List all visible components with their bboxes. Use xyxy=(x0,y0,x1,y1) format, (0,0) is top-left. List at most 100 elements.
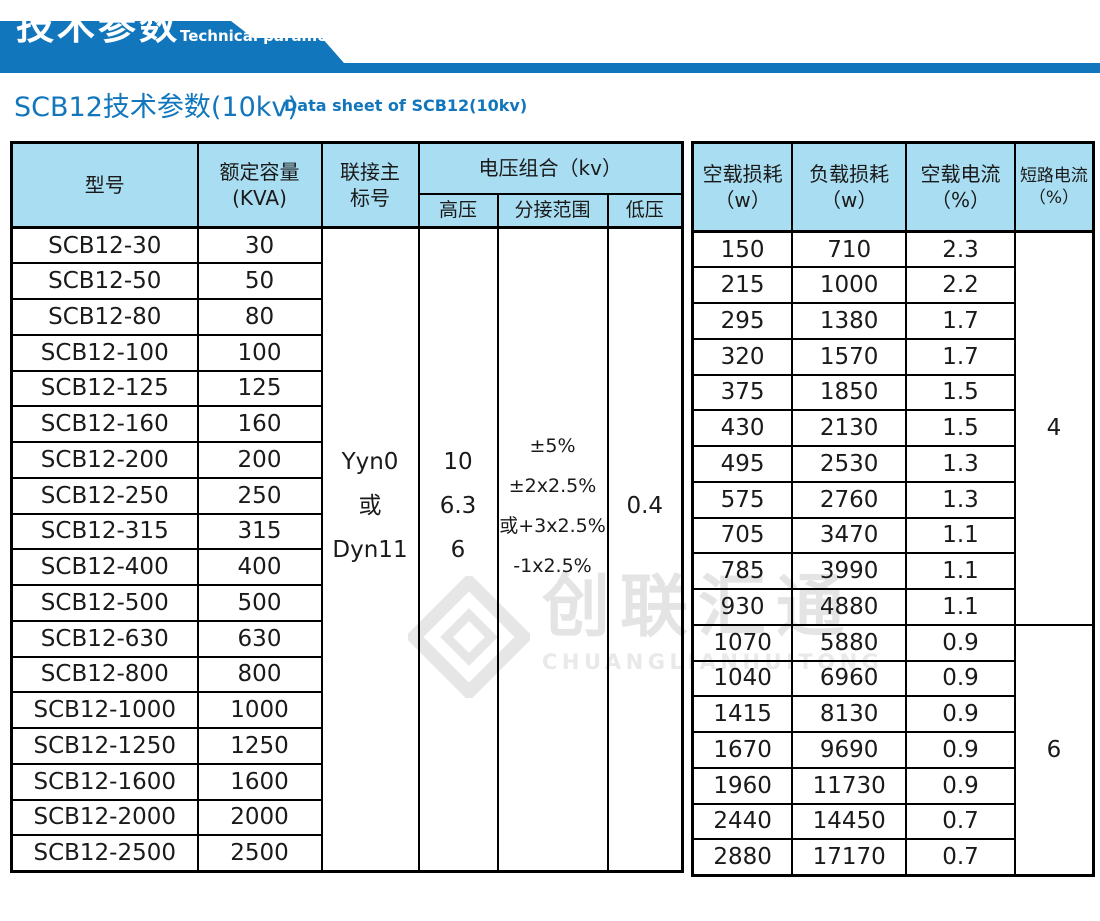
spec-table-right: 空载损耗 （w） 负载损耗 （w） 空载电流 （%） 短路电流 （%） xyxy=(691,141,1095,877)
connection-line: Dyn11 xyxy=(332,537,408,564)
cell-kva: 1000 xyxy=(196,691,323,729)
no-load-loss-header-line1: 空载损耗 xyxy=(702,162,783,186)
cell-model: SCB12-125 xyxy=(10,369,199,408)
cell-kva: 125 xyxy=(196,369,323,408)
table-row: SCB12-80 80 xyxy=(10,298,683,336)
table-row: 1670 9690 0.9 xyxy=(691,731,1094,769)
cell-kva: 1600 xyxy=(196,762,323,801)
short-circuit-header-line1: 短路电流 xyxy=(1019,165,1088,186)
cell-model: SCB12-315 xyxy=(10,512,199,551)
table-row: SCB12-200 200 xyxy=(10,441,683,479)
cell-load-loss: 1000 xyxy=(791,266,908,304)
cell-kva: 250 xyxy=(196,476,323,515)
cell-short-circuit-group1: 4 xyxy=(1013,230,1095,626)
cell-kva: 30 xyxy=(196,226,323,265)
cell-no-load-current: 2.2 xyxy=(905,266,1016,304)
banner-title-cn: 技术参数 xyxy=(16,4,181,48)
cell-kva: 1250 xyxy=(196,727,323,765)
cell-no-load-current: 1.7 xyxy=(905,337,1016,376)
hv-line: 6.3 xyxy=(439,493,477,520)
cell-no-load-loss: 1040 xyxy=(691,659,794,698)
cell-load-loss: 2530 xyxy=(791,445,908,483)
cell-no-load-current: 1.3 xyxy=(905,480,1016,519)
cell-no-load-loss: 705 xyxy=(691,516,794,555)
table-row: 930 4880 1.1 xyxy=(691,588,1094,626)
table-row: 1415 8130 0.9 xyxy=(691,695,1094,733)
cell-kva: 200 xyxy=(196,441,323,479)
cell-kva: 315 xyxy=(196,512,323,551)
cell-no-load-current: 0.9 xyxy=(905,695,1016,733)
tap-line: 或+3x2.5% xyxy=(499,515,606,538)
cell-no-load-current: 1.5 xyxy=(905,409,1016,447)
cell-load-loss: 710 xyxy=(791,230,908,269)
cell-no-load-current: 0.9 xyxy=(905,766,1016,805)
cell-no-load-loss: 930 xyxy=(691,588,794,626)
table-row: SCB12-630 630 xyxy=(10,619,683,658)
table-row: 2440 14450 0.7 xyxy=(691,802,1094,841)
table-row: 785 3990 1.1 xyxy=(691,552,1094,590)
table-row: 295 1380 1.7 xyxy=(691,302,1094,340)
table-row: 1070 5880 0.9 6 xyxy=(691,623,1095,877)
cell-load-loss: 2760 xyxy=(791,480,908,519)
table-row: SCB12-315 315 xyxy=(10,512,683,551)
cell-no-load-loss: 1415 xyxy=(691,695,794,733)
column-header-hv: 高压 xyxy=(417,192,499,229)
cell-kva: 800 xyxy=(196,655,323,694)
cell-connection-merged: Yyn0 或 Dyn11 xyxy=(320,226,420,872)
spec-tables: 型号 额定容量 (KVA) 联接主 标号 电压组合（kv） 高压 分接范围 低压… xyxy=(10,141,1095,877)
cell-model: SCB12-30 xyxy=(10,226,199,265)
cell-no-load-loss: 1960 xyxy=(691,766,794,805)
table-row: 1040 6960 0.9 xyxy=(691,659,1094,698)
cell-kva: 630 xyxy=(196,619,323,658)
cell-no-load-current: 1.1 xyxy=(905,552,1016,590)
table-row: 495 2530 1.3 xyxy=(691,445,1094,483)
banner-title-en: Technical parameter xyxy=(180,27,353,45)
cell-load-loss: 3990 xyxy=(791,552,908,590)
table-row: SCB12-500 500 xyxy=(10,584,683,622)
cell-no-load-current: 0.9 xyxy=(905,623,1016,662)
cell-no-load-loss: 2440 xyxy=(691,802,794,841)
cell-short-circuit-group2: 6 xyxy=(1013,623,1095,877)
table-row: SCB12-100 100 xyxy=(10,333,683,372)
column-header-short-circuit: 短路电流 （%） xyxy=(1013,141,1095,233)
table-row: SCB12-50 50 xyxy=(10,262,683,300)
cell-kva: 2500 xyxy=(196,834,323,872)
cell-model: SCB12-1000 xyxy=(10,691,199,729)
cell-kva: 160 xyxy=(196,405,323,443)
no-load-current-header-line2: （%） xyxy=(930,188,990,212)
cell-no-load-current: 1.3 xyxy=(905,445,1016,483)
cell-no-load-loss: 150 xyxy=(691,230,794,269)
cell-model: SCB12-250 xyxy=(10,476,199,515)
connection-header-line2: 标号 xyxy=(350,186,390,210)
cell-kva: 80 xyxy=(196,298,323,336)
cell-load-loss: 11730 xyxy=(791,766,908,805)
cell-no-load-loss: 785 xyxy=(691,552,794,590)
cell-model: SCB12-800 xyxy=(10,655,199,694)
cell-model: SCB12-630 xyxy=(10,619,199,658)
cell-kva: 50 xyxy=(196,262,323,300)
no-load-current-header-line1: 空载电流 xyxy=(920,162,1001,186)
table-row: 150 710 2.3 4 xyxy=(691,230,1095,626)
cell-tap-range-merged: ±5% ±2x2.5% 或+3x2.5% -1x2.5% xyxy=(496,226,609,872)
cell-load-loss: 4880 xyxy=(791,588,908,626)
cell-no-load-loss: 215 xyxy=(691,266,794,304)
cell-model: SCB12-2500 xyxy=(10,834,199,872)
cell-no-load-loss: 430 xyxy=(691,409,794,447)
table-row: SCB12-1600 1600 xyxy=(10,762,683,801)
cell-no-load-current: 1.1 xyxy=(905,588,1016,626)
cell-load-loss: 1850 xyxy=(791,373,908,412)
cell-model: SCB12-400 xyxy=(10,548,199,586)
cell-load-loss: 3470 xyxy=(791,516,908,555)
cell-no-load-loss: 375 xyxy=(691,373,794,412)
cell-load-loss: 6960 xyxy=(791,659,908,698)
table-row: 2880 17170 0.7 xyxy=(691,838,1094,876)
cell-load-loss: 5880 xyxy=(791,623,908,662)
tap-line: ±2x2.5% xyxy=(508,475,597,498)
cell-model: SCB12-200 xyxy=(10,441,199,479)
cell-model: SCB12-100 xyxy=(10,333,199,372)
cell-no-load-loss: 295 xyxy=(691,302,794,340)
cell-no-load-loss: 575 xyxy=(691,480,794,519)
no-load-loss-header-line2: （w） xyxy=(714,188,771,212)
cell-model: SCB12-1600 xyxy=(10,762,199,801)
table-row: SCB12-2000 2000 xyxy=(10,798,683,837)
